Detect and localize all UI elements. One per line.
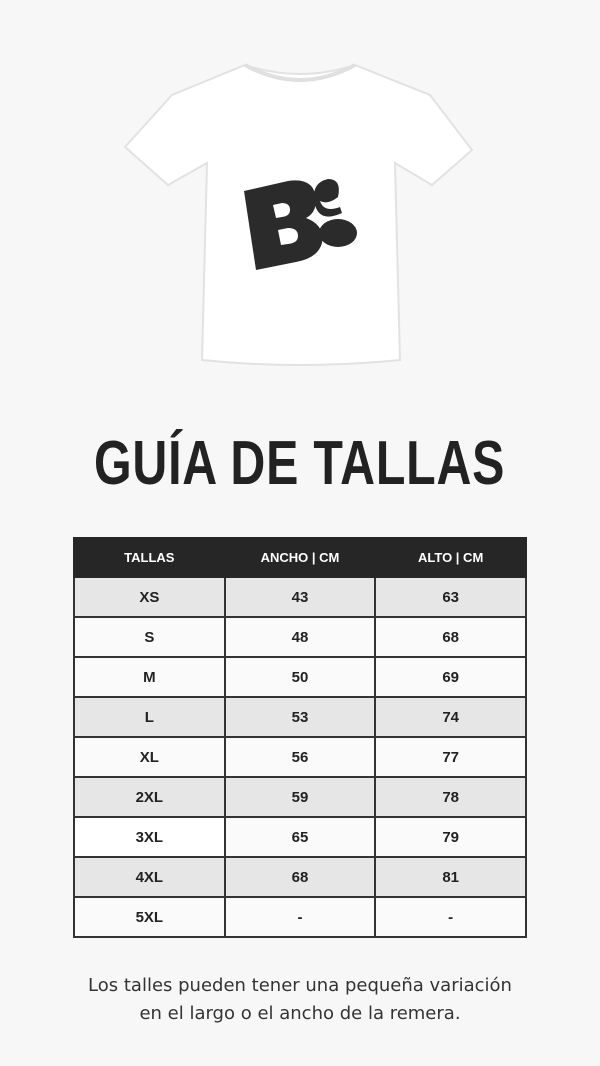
note-line: en el largo o el ancho de la remera.	[139, 1003, 461, 1024]
cell-width: 53	[223, 696, 377, 738]
cell-size: 5XL	[73, 896, 226, 938]
cell-size: 3XL	[73, 816, 226, 858]
cell-width: 43	[223, 576, 377, 618]
table-row: XL 56 77	[73, 736, 527, 778]
cell-height: 74	[374, 696, 527, 738]
cell-width: -	[223, 896, 377, 938]
cell-size: 4XL	[73, 856, 226, 898]
table-row: M 50 69	[73, 656, 527, 698]
table-row: S 48 68	[73, 616, 527, 658]
cell-height: -	[374, 896, 527, 938]
cell-width: 56	[223, 736, 377, 778]
cell-height: 77	[374, 736, 527, 778]
size-note: Los talles pueden tener una pequeña vari…	[0, 972, 600, 1028]
table-row: 5XL - -	[73, 896, 527, 938]
cell-width: 65	[223, 816, 377, 858]
cell-height: 69	[374, 656, 527, 698]
header-tallas: TALLAS	[73, 537, 226, 578]
cell-height: 81	[374, 856, 527, 898]
cell-size: XL	[73, 736, 226, 778]
page-title: GUÍA DE TALLAS	[0, 428, 600, 499]
cell-height: 78	[374, 776, 527, 818]
cell-width: 48	[223, 616, 377, 658]
cell-size: XS	[73, 576, 226, 618]
cell-height: 68	[374, 616, 527, 658]
cell-width: 59	[223, 776, 377, 818]
table-header: TALLAS ANCHO | CM ALTO | CM	[73, 537, 527, 578]
cell-width: 68	[223, 856, 377, 898]
header-ancho: ANCHO | CM	[223, 537, 377, 578]
cell-height: 79	[374, 816, 527, 858]
size-table: TALLAS ANCHO | CM ALTO | CM XS 43 63 S 48 68 M…	[73, 537, 527, 938]
page-title-text: GUÍA DE TALLAS	[94, 429, 506, 498]
cell-size: S	[73, 616, 226, 658]
cell-size: M	[73, 656, 226, 698]
table-row: L 53 74	[73, 696, 527, 738]
cell-width: 50	[223, 656, 377, 698]
table-row: 3XL 65 79	[73, 816, 527, 858]
cell-size: L	[73, 696, 226, 738]
table-row: XS 43 63	[73, 576, 527, 618]
tshirt-image	[123, 63, 474, 366]
table-row: 2XL 59 78	[73, 776, 527, 818]
be-logo	[244, 179, 357, 270]
table-row: 4XL 68 81	[73, 856, 527, 898]
cell-size: 2XL	[73, 776, 226, 818]
note-line: Los talles pueden tener una pequeña vari…	[88, 975, 512, 996]
cell-height: 63	[374, 576, 527, 618]
header-alto: ALTO | CM	[374, 537, 527, 578]
